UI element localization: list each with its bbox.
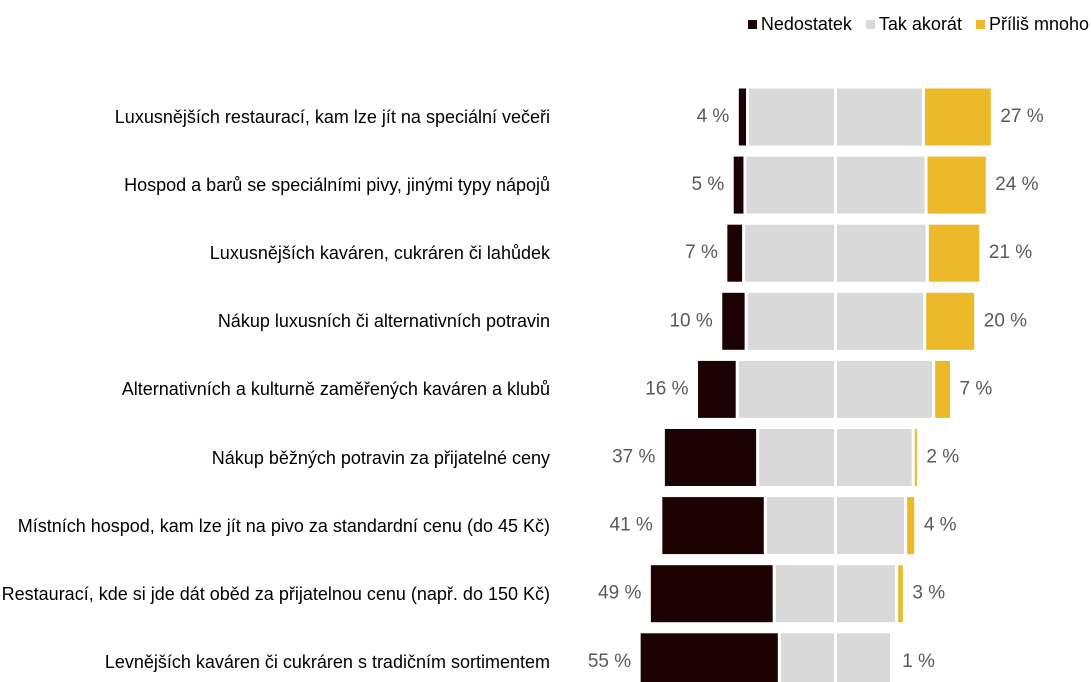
data-label: 16 % (645, 378, 688, 399)
data-label: 3 % (912, 583, 945, 604)
bar-segment (925, 221, 983, 285)
data-label: 55 % (588, 651, 631, 672)
legend-swatch (747, 20, 757, 29)
data-label: 7 % (685, 242, 718, 263)
data-label: 41 % (610, 515, 653, 536)
legend-label: Nedostatek (760, 14, 852, 34)
bar-segment (890, 630, 896, 682)
category-label: Nákup luxusních či alternativních potrav… (217, 311, 550, 332)
bar-segment (932, 357, 954, 421)
data-label: 10 % (669, 310, 712, 331)
bar-segment (924, 153, 989, 217)
bar-segment (921, 85, 994, 149)
data-label: 49 % (598, 583, 641, 604)
data-label: 27 % (1000, 106, 1043, 127)
bar-segment (724, 221, 746, 285)
bar-segment (719, 289, 748, 353)
bar-segment (661, 426, 760, 489)
data-label: 5 % (691, 174, 724, 195)
bar-segment (923, 289, 978, 353)
category-label: Luxusnějších restaurací, kam lze jít na … (114, 107, 550, 127)
bar-segment (637, 630, 781, 682)
legend-label: Tak akorát (878, 14, 962, 34)
category-label: Levnějších kaváren či cukráren s tradičn… (104, 651, 550, 672)
category-label: Restaurací, kde si jde dát oběd za přija… (1, 583, 550, 604)
data-label: 4 % (697, 106, 730, 127)
category-label: Hospod a barů se speciálními pivy, jiným… (124, 175, 550, 196)
data-label: 4 % (924, 515, 957, 536)
legend-swatch (975, 20, 985, 29)
category-label: Luxusnějších kaváren, cukráren či lahůde… (209, 243, 550, 264)
category-label: Alternativních a kulturně zaměřených kav… (121, 379, 550, 400)
category-label: Místních hospod, kam lze jít na pivo za … (17, 515, 550, 536)
bar-segment (647, 562, 776, 626)
bar-segment (911, 426, 920, 489)
bar-segment (695, 357, 739, 421)
legend-swatch (865, 20, 875, 29)
category-label: Nákup běžných potravin za přijatelné cen… (211, 447, 550, 468)
bar-segment (904, 494, 918, 558)
data-label: 21 % (989, 242, 1032, 263)
legend: Nedostatek Tak akorát Příliš mnoho (747, 14, 1089, 35)
data-label: 7 % (960, 378, 993, 399)
legend-item: Příliš mnoho (975, 14, 1089, 35)
bar-segment (735, 85, 750, 149)
legend-item: Nedostatek (747, 14, 852, 35)
data-label: 1 % (902, 651, 935, 672)
data-label: 24 % (995, 174, 1038, 195)
bar-segment (659, 494, 767, 558)
legend-item: Tak akorát (865, 14, 962, 35)
data-label: 20 % (984, 310, 1027, 331)
bar-segment (895, 562, 906, 626)
data-label: 37 % (612, 447, 655, 468)
data-label: 2 % (926, 447, 959, 468)
legend-label: Příliš mnoho (988, 14, 1089, 34)
bar-segment (730, 153, 747, 217)
